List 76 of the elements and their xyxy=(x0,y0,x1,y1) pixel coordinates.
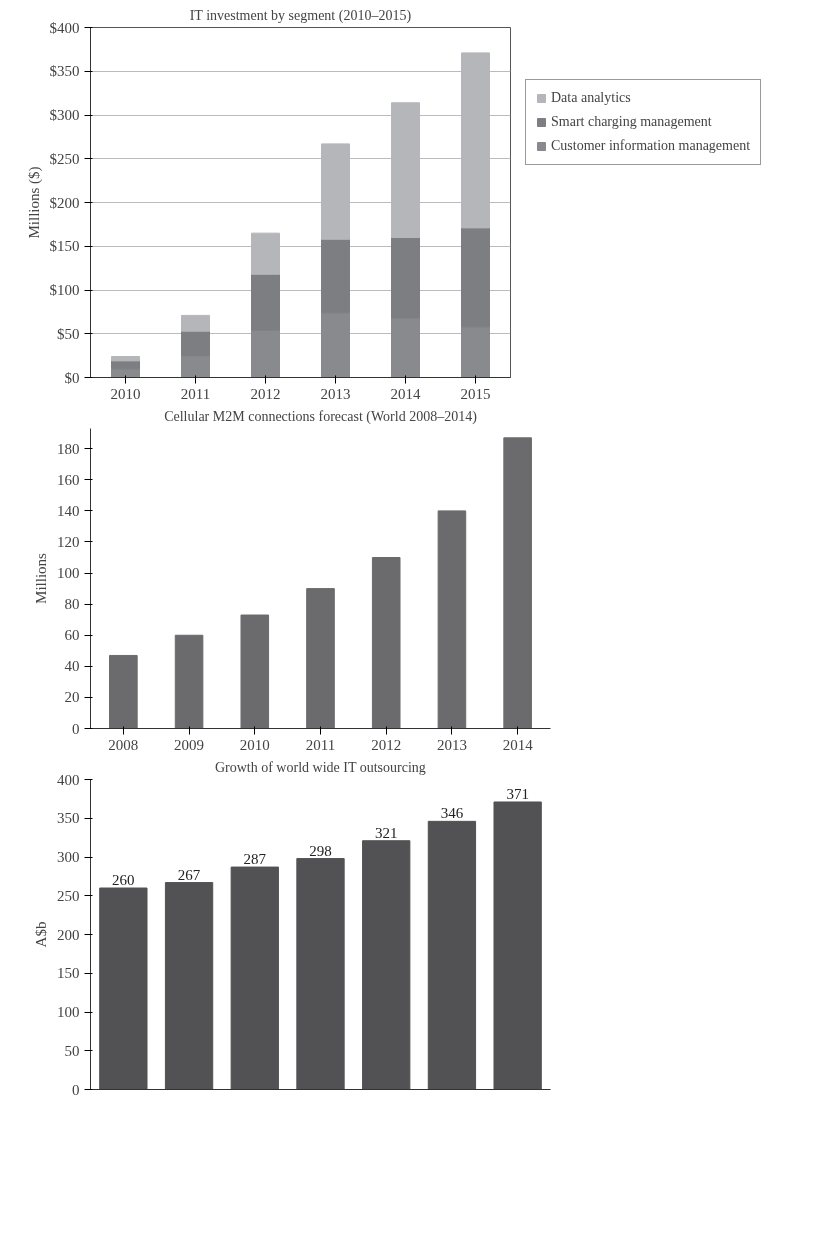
x-tick-label: 2013 xyxy=(436,736,467,753)
data-label: 260 xyxy=(112,872,135,888)
y-tick-label: $250 xyxy=(49,150,80,167)
chart-title: Cellular M2M connections forecast (World 2008–2014) xyxy=(164,408,478,425)
data-label: 298 xyxy=(309,842,332,859)
y-tick-label: $350 xyxy=(49,63,80,80)
bar xyxy=(109,654,138,729)
bar xyxy=(174,634,204,729)
data-label: 346 xyxy=(440,805,464,822)
y-tick-label: 180 xyxy=(57,440,80,457)
bar xyxy=(493,801,542,1090)
bar xyxy=(362,840,411,1090)
x-tick-label: 2010 xyxy=(110,385,141,402)
data-label: 321 xyxy=(374,824,398,841)
y-tick-label: 350 xyxy=(57,810,80,827)
y-tick-label: 400 xyxy=(57,771,80,788)
bar xyxy=(371,557,401,729)
y-tick-label: 140 xyxy=(57,502,80,519)
x-tick-label: 2010 xyxy=(239,736,270,753)
y-axis-title: Millions xyxy=(33,552,49,604)
bar xyxy=(437,510,467,729)
y-tick-label: $50 xyxy=(57,325,80,342)
x-tick-label: 2014 xyxy=(390,385,421,402)
x-tick-label: 2008 xyxy=(108,736,139,753)
bar xyxy=(427,820,477,1090)
legend-label: Data analytics xyxy=(551,89,631,106)
y-tick-label: $150 xyxy=(49,238,80,255)
x-tick-label: 2014 xyxy=(502,736,534,753)
data-label: 267 xyxy=(177,866,201,883)
data-label: 287 xyxy=(243,851,267,868)
x-tick-label: 2012 xyxy=(371,736,402,753)
bar xyxy=(240,614,270,729)
data-label: 371 xyxy=(506,785,529,802)
bar xyxy=(296,858,345,1090)
y-tick-label: 250 xyxy=(57,887,80,904)
y-axis-title: Millions ($) xyxy=(25,166,43,239)
bar xyxy=(391,102,420,238)
y-tick-label: 50 xyxy=(64,1042,80,1059)
y-tick-label: 100 xyxy=(57,565,80,582)
y-tick-label: $200 xyxy=(49,194,80,211)
y-tick-label: $0 xyxy=(64,369,80,386)
y-tick-label: 300 xyxy=(57,849,80,865)
y-tick-label: $300 xyxy=(49,107,80,123)
chart-title: Growth of world wide IT outsourcing xyxy=(214,759,426,775)
bar xyxy=(503,437,532,729)
x-tick-label: 2012 xyxy=(250,385,281,402)
bar xyxy=(306,588,335,729)
y-tick-label: 120 xyxy=(57,533,80,550)
y-tick-label: 100 xyxy=(57,1004,80,1020)
bar xyxy=(181,314,210,332)
x-tick-label: 2011 xyxy=(180,385,211,402)
x-tick-label: 2011 xyxy=(305,736,336,753)
y-tick-label: 0 xyxy=(72,1081,80,1098)
y-axis-title: A$b xyxy=(33,921,49,948)
x-tick-label: 2009 xyxy=(174,736,205,753)
y-tick-label: $100 xyxy=(49,282,80,298)
y-tick-label: 160 xyxy=(57,471,80,488)
chart-title: IT investment by segment (2010–2015) xyxy=(189,7,412,24)
y-tick-label: 40 xyxy=(64,658,80,675)
y-tick-label: 150 xyxy=(57,965,80,982)
bar xyxy=(164,882,214,1090)
y-tick-label: 80 xyxy=(64,596,80,613)
bar xyxy=(111,356,140,362)
y-tick-label: 60 xyxy=(64,627,80,644)
y-tick-label: 200 xyxy=(57,926,80,943)
bar xyxy=(251,232,280,275)
legend-label: Smart charging management xyxy=(551,113,712,130)
y-tick-label: $400 xyxy=(49,19,80,36)
bar xyxy=(321,143,350,240)
bar xyxy=(230,866,279,1090)
y-tick-label: 0 xyxy=(72,720,80,737)
y-tick-label: 20 xyxy=(64,689,80,706)
x-tick-label: 2015 xyxy=(460,385,491,402)
legend-label: Customer information management xyxy=(551,137,751,154)
bar xyxy=(99,887,148,1090)
x-tick-label: 2013 xyxy=(320,385,351,402)
